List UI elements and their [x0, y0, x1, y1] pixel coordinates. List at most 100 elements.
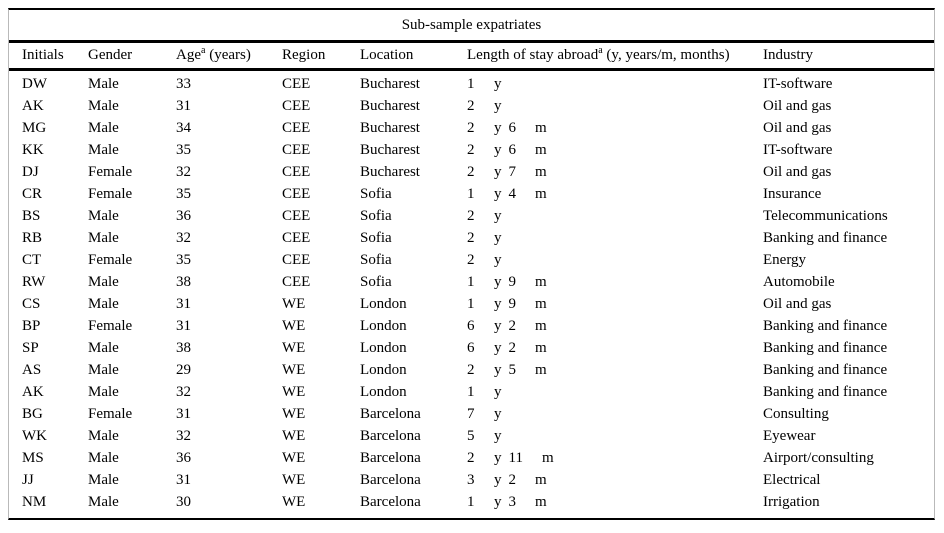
stay-month-unit: m: [535, 273, 547, 290]
table-row: CT Female 35 CEE Sofia 2ym Energy: [9, 249, 934, 271]
stay-year-unit: y: [494, 119, 502, 136]
stay-years-value: 2: [467, 251, 475, 268]
cell-industry: Banking and finance: [763, 361, 888, 378]
cell-region: CEE: [282, 251, 311, 268]
stay-months-value: 2: [508, 317, 517, 334]
table-header-row: Initials Gender Agea (years) Region Loca…: [9, 43, 934, 71]
stay-months-value: 2: [508, 339, 517, 356]
stay-month-unit: m: [535, 471, 547, 488]
cell-location: London: [360, 317, 407, 334]
table-row: RB Male 32 CEE Sofia 2ym Banking and fin…: [9, 227, 934, 249]
col-header-industry: Industry: [763, 47, 813, 63]
cell-initials: BG: [22, 405, 43, 422]
stay-years-value: 2: [467, 361, 475, 378]
cell-region: WE: [282, 493, 306, 510]
cell-industry: Oil and gas: [763, 163, 832, 180]
cell-gender: Male: [88, 141, 119, 158]
cell-length-of-stay: 1ym: [467, 384, 763, 401]
cell-initials: BS: [22, 207, 41, 224]
cell-age: 38: [176, 273, 191, 290]
stay-month-unit: m: [541, 449, 554, 466]
cell-length-of-stay: 2ym: [467, 252, 763, 269]
stay-year-unit: y: [494, 471, 502, 488]
cell-age: 29: [176, 361, 191, 378]
cell-age: 31: [176, 97, 191, 114]
cell-initials: MS: [22, 449, 44, 466]
stay-months-value: 9: [508, 273, 517, 290]
stay-years-value: 1: [467, 295, 475, 312]
cell-length-of-stay: 2ym: [467, 208, 763, 225]
cell-age: 36: [176, 449, 191, 466]
stay-months-value: 4: [508, 185, 517, 202]
stay-month-unit: m: [535, 185, 547, 202]
stay-years-value: 7: [467, 405, 475, 422]
table-row: AK Male 31 CEE Bucharest 2ym Oil and gas: [9, 95, 934, 117]
stay-years-value: 1: [467, 493, 475, 510]
cell-gender: Male: [88, 339, 119, 356]
cell-length-of-stay: 1ym: [467, 76, 763, 93]
cell-age: 30: [176, 493, 191, 510]
cell-age: 35: [176, 251, 191, 268]
stay-years-value: 2: [467, 449, 475, 466]
cell-gender: Male: [88, 471, 119, 488]
cell-initials: BP: [22, 317, 41, 334]
cell-location: Bucharest: [360, 75, 420, 92]
col-header-gender: Gender: [88, 47, 133, 63]
stay-years-value: 1: [467, 273, 475, 290]
cell-location: Bucharest: [360, 97, 420, 114]
table-row: MS Male 36 WE Barcelona 2 y 11 m Airport/co…: [9, 447, 934, 469]
cell-initials: RB: [22, 229, 43, 246]
col-header-age-suffix: (years): [205, 47, 251, 63]
cell-gender: Male: [88, 493, 119, 510]
cell-gender: Female: [88, 251, 133, 268]
expatriates-table: Sub-sample expatriates Initials Gender A…: [8, 8, 935, 520]
cell-gender: Male: [88, 427, 119, 444]
cell-initials: RW: [22, 273, 46, 290]
cell-location: Bucharest: [360, 163, 420, 180]
cell-industry: Oil and gas: [763, 119, 832, 136]
cell-location: London: [360, 339, 407, 356]
stay-years-value: 2: [467, 229, 475, 246]
table-row: BG Female 31 WE Barcelona 7ym Consulting: [9, 403, 934, 425]
cell-age: 31: [176, 405, 191, 422]
cell-age: 32: [176, 427, 191, 444]
stay-year-unit: y: [494, 339, 502, 356]
cell-age: 31: [176, 317, 191, 334]
cell-gender: Male: [88, 229, 119, 246]
cell-location: Sofia: [360, 185, 392, 202]
cell-industry: Electrical: [763, 471, 821, 488]
cell-length-of-stay: 2ym: [467, 98, 763, 115]
stay-year-unit: y: [494, 405, 502, 422]
cell-location: London: [360, 361, 407, 378]
cell-gender: Male: [88, 383, 119, 400]
stay-months-value: 3: [508, 493, 517, 510]
cell-region: CEE: [282, 97, 311, 114]
cell-age: 31: [176, 295, 191, 312]
cell-initials: MG: [22, 119, 47, 136]
stay-years-value: 5: [467, 427, 475, 444]
cell-industry: Eyewear: [763, 427, 816, 444]
stay-years-value: 1: [467, 185, 475, 202]
cell-gender: Male: [88, 273, 119, 290]
cell-length-of-stay: 5ym: [467, 428, 763, 445]
cell-region: CEE: [282, 75, 311, 92]
cell-industry: Irrigation: [763, 493, 820, 510]
cell-region: WE: [282, 405, 306, 422]
stay-year-unit: y: [494, 449, 502, 466]
stay-years-value: 1: [467, 75, 475, 92]
cell-age: 31: [176, 471, 191, 488]
cell-location: Bucharest: [360, 119, 420, 136]
stay-month-unit: m: [535, 141, 547, 158]
cell-industry: Oil and gas: [763, 295, 832, 312]
col-header-stay: Length of stay abroada (y, years/m, mont…: [467, 46, 763, 64]
cell-initials: JJ: [22, 471, 34, 488]
stay-years-value: 2: [467, 141, 475, 158]
stay-year-unit: y: [494, 141, 502, 158]
